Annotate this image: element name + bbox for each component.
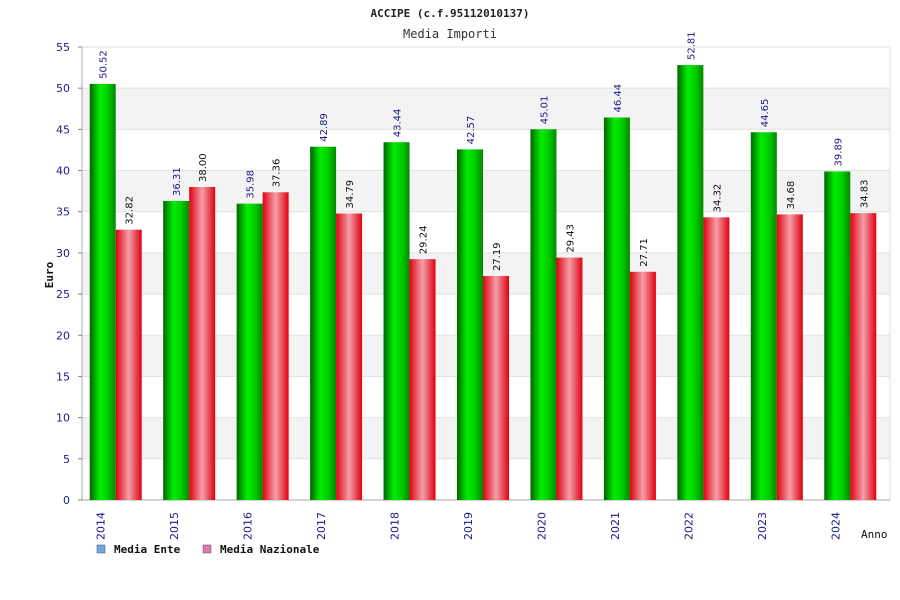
bar-value-label: 44.65 [760,99,771,128]
x-tick-label: 2023 [756,512,769,540]
grid-band [82,88,890,130]
bar-value-label: 38.00 [198,153,209,182]
bar-media-ente-2020 [530,129,557,501]
bar-value-label: 34.68 [786,181,797,210]
x-axis-ticks: 2014 2015 2016 2017 2018 2019 2020 2021 2022 2023… [95,512,843,540]
y-axis-ticks: 0 5 10 15 20 25 30 35 40 45 50 55 [56,41,82,507]
y-tick-label: 55 [56,41,70,54]
bar-media-ente-2015 [163,200,190,501]
x-tick-label: 2021 [609,512,622,540]
x-tick-label: 2020 [535,512,548,540]
x-tick-label: 2022 [682,512,695,540]
bar-media-nazionale-2024 [850,213,877,501]
bar-value-label: 27.19 [492,242,503,271]
y-tick-label: 45 [56,123,70,136]
legend-label: Media Ente [114,543,181,556]
bar-media-ente-2019 [457,149,483,501]
bar-value-label: 27.71 [639,238,650,267]
legend-label: Media Nazionale [220,543,320,556]
x-tick-label: 2015 [168,512,181,540]
y-tick-label: 40 [56,165,70,178]
bar-value-label: 32.82 [125,196,136,225]
grid-band [82,47,890,89]
bar-value-label: 43.44 [393,109,404,138]
y-tick-label: 15 [56,370,70,383]
bar-media-ente-2023 [750,132,777,500]
bar-media-ente-2021 [603,117,630,501]
x-tick-label: 2016 [242,512,255,540]
x-axis-label: Anno [861,528,888,541]
bar-value-label: 46.44 [613,84,624,113]
bar-value-label: 34.79 [345,180,356,209]
x-tick-label: 2024 [829,512,842,540]
bar-value-label: 52.81 [686,31,697,60]
bar-value-label: 50.52 [99,50,110,79]
y-tick-label: 20 [56,329,70,342]
bar-media-nazionale-2015 [189,187,216,500]
bar-media-nazionale-2014 [115,229,142,500]
bar-value-label: 35.98 [246,170,257,199]
y-tick-label: 30 [56,247,70,260]
bar-media-nazionale-2017 [336,213,363,500]
x-tick-label: 2019 [462,512,475,540]
y-tick-label: 5 [63,453,70,466]
legend-swatch [202,544,212,554]
bar-media-nazionale-2023 [776,214,803,500]
chart-title: ACCIPE (c.f.95112010137) [371,7,530,20]
bar-value-labels: 50.52 32.82 36.31 38.00 35.98 37.36 42.89 34.79… [99,31,871,271]
bar-value-label: 39.89 [833,138,844,167]
bar-value-label: 29.24 [419,226,430,255]
bar-media-nazionale-2022 [703,217,730,500]
bar-value-label: 29.43 [565,224,576,253]
x-tick-label: 2014 [95,512,108,540]
x-tick-label: 2017 [315,512,328,540]
bar-media-nazionale-2021 [629,271,656,500]
bar-media-nazionale-2019 [483,276,509,500]
bar-media-ente-2022 [677,65,704,501]
bar-media-ente-2014 [89,83,116,500]
bar-value-label: 36.31 [172,167,183,196]
chart-subtitle: Media Importi [403,27,497,41]
bar-value-label: 42.89 [319,113,330,142]
bar-value-label: 34.32 [712,184,723,213]
legend: Media Ente Media Nazionale [96,543,320,556]
y-tick-label: 35 [56,206,70,219]
bar-value-label: 34.83 [859,179,870,208]
legend-swatch [96,544,106,554]
bar-media-ente-2018 [383,142,410,501]
x-tick-label: 2018 [389,512,402,540]
y-axis-label: Euro [43,261,56,288]
bar-value-label: 42.57 [466,116,477,145]
bar-media-ente-2016 [236,203,263,500]
bar-media-ente-2024 [824,171,851,500]
y-tick-label: 10 [56,412,70,425]
bar-media-nazionale-2020 [556,257,583,500]
bar-value-label: 37.36 [272,159,283,188]
y-tick-label: 0 [63,494,70,507]
bar-media-nazionale-2018 [409,259,436,500]
bar-media-nazionale-2016 [262,192,289,500]
y-tick-label: 50 [56,82,70,95]
bar-media-ente-2017 [310,146,337,500]
bars [89,65,877,501]
bar-value-label: 45.01 [539,96,550,125]
y-tick-label: 25 [56,288,70,301]
